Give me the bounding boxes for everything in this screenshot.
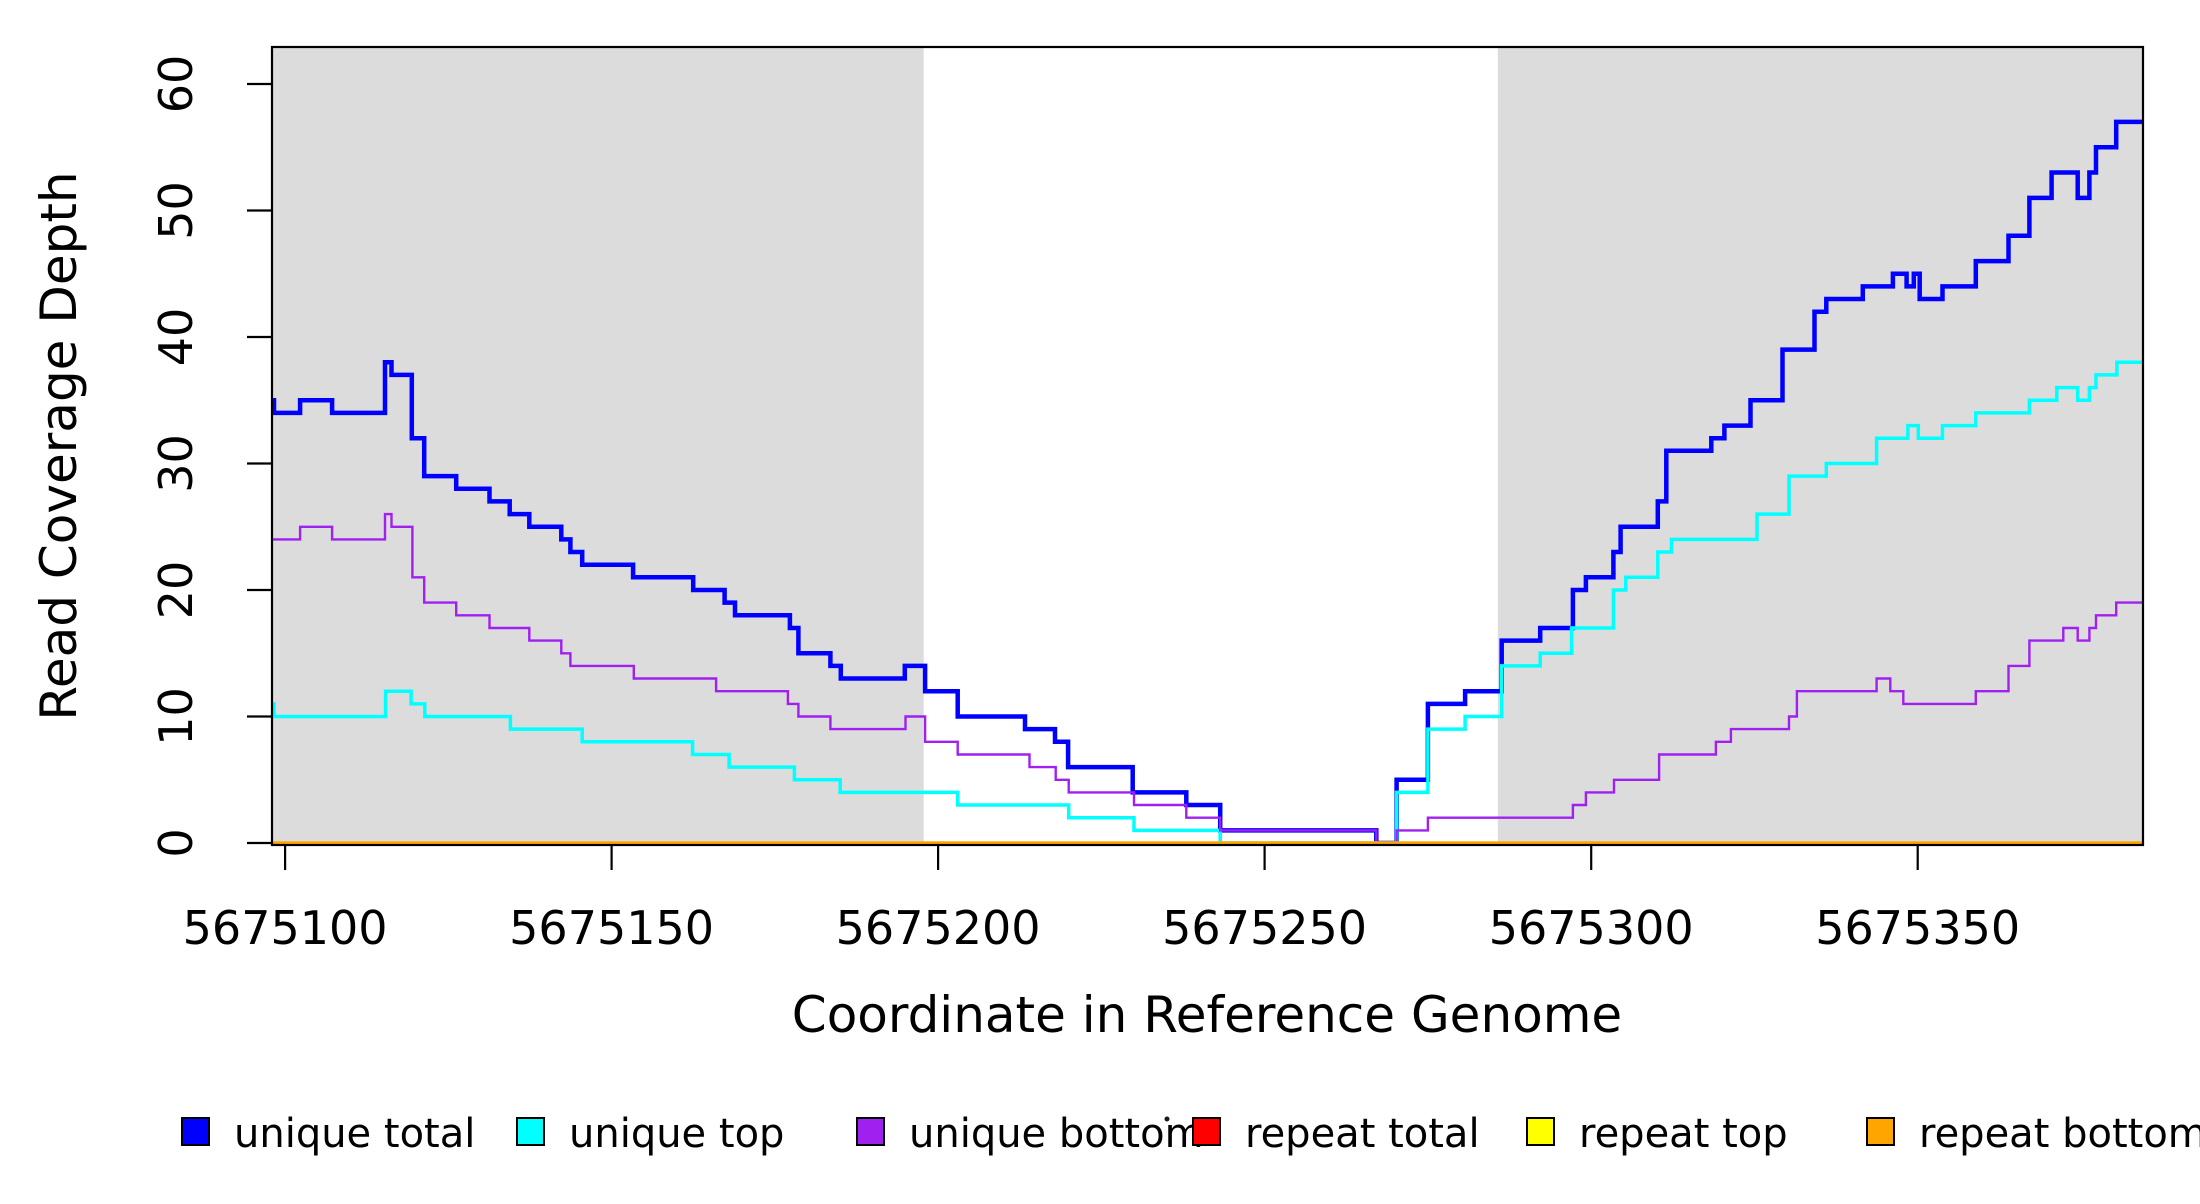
x-tick-label: 5675350 — [1815, 901, 2020, 955]
legend-label: unique top — [569, 1111, 784, 1157]
y-tick-label: 40 — [149, 308, 203, 367]
stray-dot — [1164, 1116, 1170, 1122]
legend-label: repeat bottom — [1919, 1111, 2200, 1157]
y-tick-label: 20 — [149, 561, 203, 620]
legend: unique total unique top unique bottom repea… — [181, 1111, 2200, 1157]
y-tick-label: 50 — [149, 181, 203, 240]
series-lines — [271, 119, 2143, 846]
y-tick-label: 0 — [149, 828, 203, 857]
legend-swatch-unique-total — [181, 1117, 210, 1146]
x-axis-title: Coordinate in Reference Genome — [792, 986, 1622, 1044]
legend-swatch-unique-top — [516, 1117, 545, 1146]
x-tick-label: 5675100 — [183, 901, 388, 955]
plot-border — [270, 45, 2145, 847]
legend-label: unique bottom — [909, 1111, 1204, 1157]
x-tick-label: 5675300 — [1489, 901, 1694, 955]
x-tick-label: 5675250 — [1162, 901, 1367, 955]
legend-label: repeat total — [1245, 1111, 1480, 1157]
shaded-repeat-regions — [272, 47, 2143, 845]
x-tick-label: 5675150 — [509, 901, 714, 955]
legend-swatch-repeat-top — [1526, 1117, 1555, 1146]
y-tick-label: 10 — [149, 687, 203, 746]
x-axis: 5675100 5675150 5675200 5675250 5675300 56753… — [183, 845, 2020, 955]
legend-swatch-unique-bottom — [856, 1117, 885, 1146]
legend-label: unique total — [234, 1111, 475, 1157]
y-axis-title: Read Coverage Depth — [30, 171, 88, 720]
legend-swatch-repeat-total — [1192, 1117, 1221, 1146]
legend-label: repeat top — [1579, 1111, 1788, 1157]
series-line-unique-top — [272, 360, 2143, 845]
series-line-unique-bottom — [272, 512, 2143, 845]
repeat-region-band — [1497, 47, 2143, 845]
repeat-region-band — [272, 47, 924, 845]
y-axis: 0 10 20 30 40 50 60 — [149, 55, 272, 858]
x-tick-label: 5675200 — [836, 901, 1041, 955]
y-tick-label: 30 — [149, 434, 203, 493]
legend-swatch-repeat-bottom — [1866, 1117, 1895, 1146]
y-tick-label: 60 — [149, 55, 203, 114]
